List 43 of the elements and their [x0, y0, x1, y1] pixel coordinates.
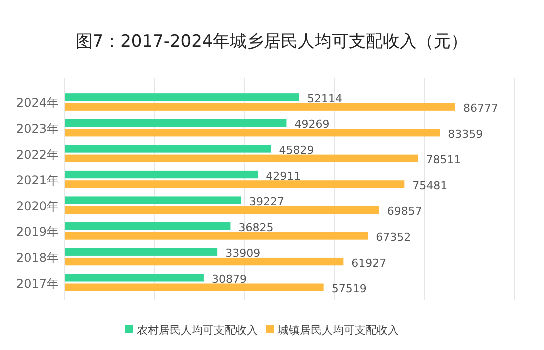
- bar: [65, 154, 418, 162]
- y-tick-label: 2018年: [16, 250, 59, 265]
- bar: [65, 258, 344, 266]
- bar: [65, 129, 440, 137]
- data-label: 86777: [463, 102, 498, 116]
- data-label: 30879: [212, 272, 247, 286]
- data-label: 45829: [279, 144, 314, 157]
- y-tick-label: 2022年: [16, 148, 59, 162]
- bar: [65, 180, 405, 188]
- y-tick-label: 2020年: [16, 199, 59, 214]
- bar: [65, 170, 258, 179]
- chart-title: 图7：2017-2024年城乡居民人均可支配收入（元）: [76, 32, 468, 52]
- legend-label: 农村居民人均可支配收入: [137, 324, 258, 337]
- data-label: 49269: [294, 118, 330, 132]
- bar: [65, 196, 242, 204]
- bar: [65, 248, 218, 256]
- bar: [65, 274, 204, 282]
- data-label: 69857: [387, 205, 422, 218]
- data-label: 67352: [376, 231, 412, 244]
- y-tick-label: 2024年: [16, 96, 59, 110]
- bar: [65, 145, 272, 153]
- data-label: 36825: [238, 221, 274, 234]
- data-label: 75481: [412, 179, 448, 192]
- data-label: 39227: [250, 196, 285, 209]
- data-label: 61927: [352, 256, 387, 270]
- data-label: 52114: [308, 92, 343, 106]
- bar: [65, 222, 231, 230]
- bar: [65, 119, 287, 128]
- data-label: 42911: [266, 170, 302, 183]
- bar: [65, 103, 456, 111]
- y-tick-label: 2023年: [16, 122, 59, 136]
- bar: [65, 94, 300, 102]
- y-tick-label: 2017年: [16, 276, 59, 291]
- data-label: 78511: [426, 154, 462, 167]
- y-tick-label: 2019年: [16, 225, 59, 240]
- legend-label: 城镇居民人均可支配收入: [277, 324, 399, 337]
- data-label: 33909: [226, 247, 261, 260]
- bar: [65, 232, 368, 240]
- y-tick-label: 2021年: [16, 174, 59, 188]
- bar: [65, 284, 324, 292]
- data-label: 57519: [332, 282, 367, 296]
- bar: [65, 206, 380, 214]
- data-label: 83359: [448, 128, 484, 141]
